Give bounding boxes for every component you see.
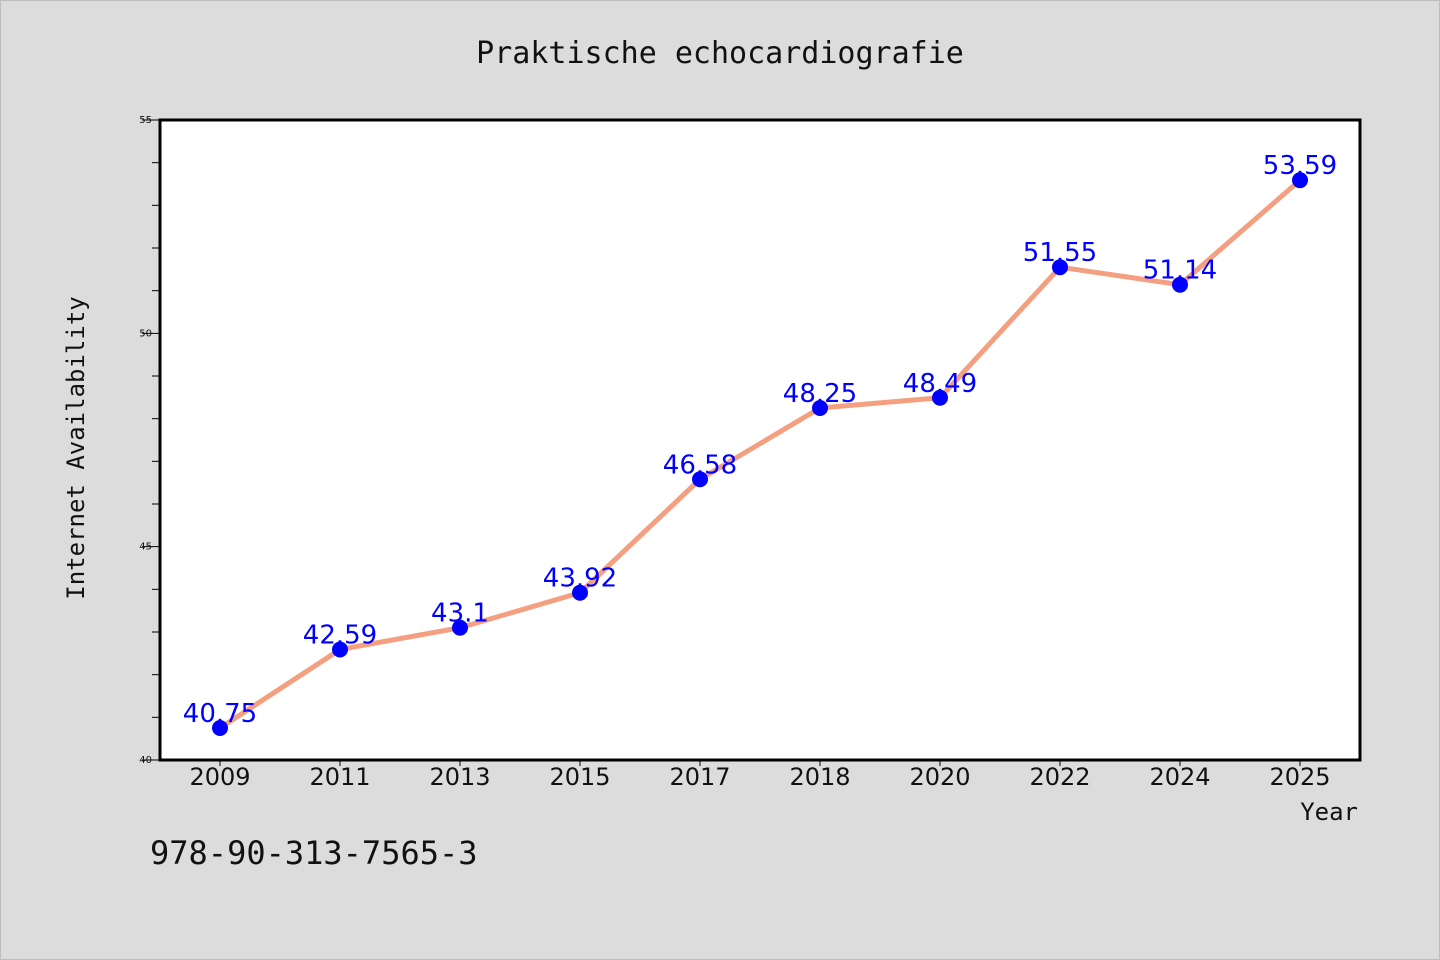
x-tick-label: 2020 [909,763,970,791]
x-tick-label: 2018 [789,763,850,791]
series-markers [212,172,1308,736]
x-tick-label: 2011 [309,763,370,791]
data-label: 46.58 [663,450,737,480]
x-axis: 2009 2011 2013 2015 2017 2018 2020 2022 2024 2025 [189,760,1331,791]
y-tick-label: 50 [139,328,152,339]
data-point [332,641,348,658]
data-label: 48.25 [783,379,857,409]
data-point [1052,259,1068,276]
chart-title: Praktische echocardiografie [476,36,964,71]
x-tick-label: 2025 [1269,763,1330,791]
x-axis-label: Year [1300,798,1358,826]
data-point [452,619,468,636]
data-point [572,584,588,601]
data-point [212,720,228,736]
data-labels: 40.75 42.59 43.1 43.92 46.58 48.25 48.49 51.55 5… [183,151,1337,729]
plot-frame [158,118,1362,762]
plot-area [160,120,1360,760]
y-tick-label: 40 [139,755,152,766]
y-tick-label: 45 [139,542,152,553]
x-tick-label: 2017 [669,763,730,791]
x-tick-label: 2013 [429,763,490,791]
data-point [1172,276,1188,293]
series-line [218,178,1302,731]
data-point [1292,172,1308,189]
data-label: 51.14 [1143,256,1217,286]
data-label: 51.55 [1023,238,1097,268]
data-label: 43.92 [543,564,617,594]
data-point [812,400,828,416]
data-label: 43.1 [431,599,489,629]
data-label: 48.49 [903,369,977,399]
isbn-text: 978-90-313-7565-3 [150,834,478,872]
x-tick-label: 2024 [1149,763,1210,791]
data-label: 40.75 [183,699,257,729]
data-point [932,389,948,406]
data-label: 53.59 [1263,151,1337,181]
y-axis-label: Internet Availability [62,296,90,599]
data-label: 42.59 [303,620,377,650]
x-tick-label: 2022 [1029,763,1090,791]
data-point [692,471,708,488]
x-tick-label: 2009 [189,763,250,791]
x-tick-label: 2015 [549,763,610,791]
y-tick-label: 55 [139,115,152,126]
